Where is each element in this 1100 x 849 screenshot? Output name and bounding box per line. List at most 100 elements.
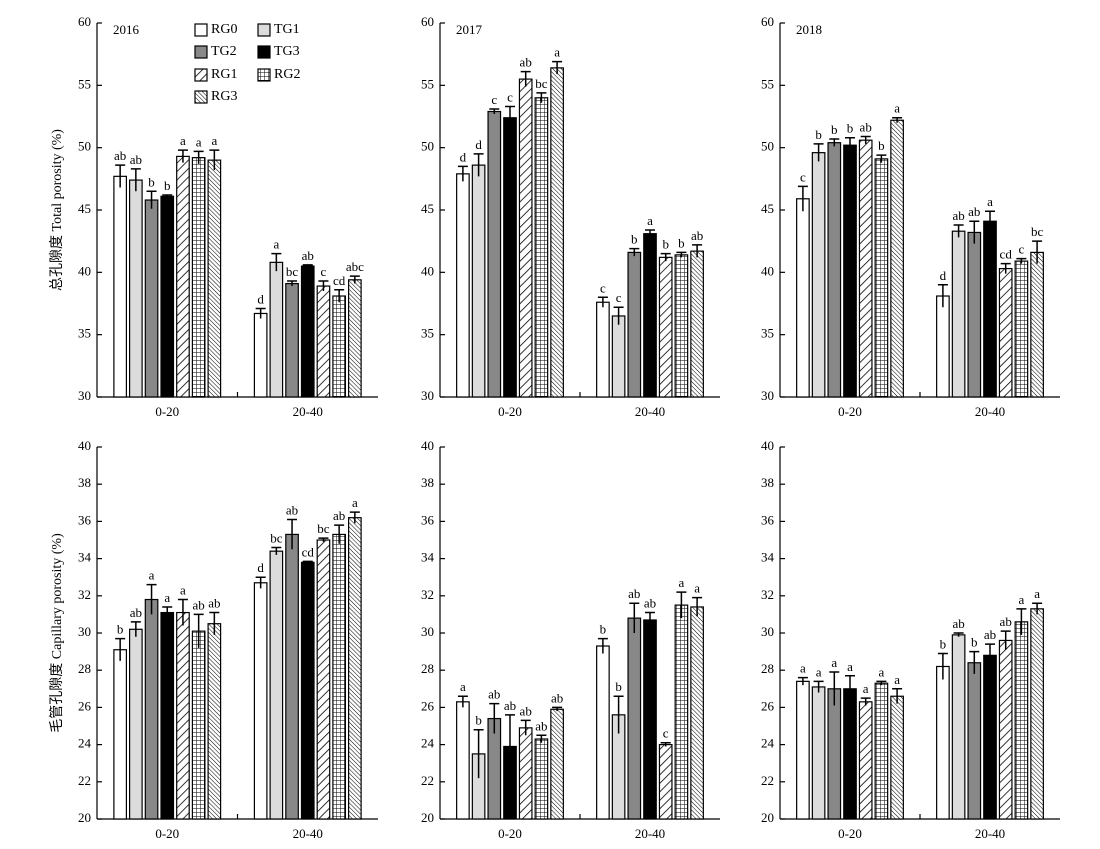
significance-letter: b: [631, 232, 638, 247]
significance-letter: b: [475, 713, 482, 728]
bar: [207, 159, 222, 398]
y-tick-label: 38: [761, 475, 774, 490]
bar: [129, 179, 143, 398]
bar: [1030, 608, 1044, 820]
bar: [951, 230, 966, 398]
error-bar: [177, 598, 188, 626]
error-bar: [969, 650, 980, 674]
significance-letter: c: [491, 92, 497, 107]
significance-letter: a: [894, 672, 900, 687]
error-bar: [1032, 240, 1043, 264]
error-bar: [334, 524, 345, 544]
error-bar: [676, 251, 687, 258]
legend-label: TG3: [274, 44, 300, 59]
error-bar: [162, 194, 173, 198]
y-tick-label: 60: [78, 14, 91, 29]
significance-letter: c: [507, 90, 513, 105]
significance-letter: b: [831, 122, 838, 137]
error-bar: [953, 224, 964, 238]
bar: [874, 682, 889, 820]
error-bar: [629, 247, 640, 257]
significance-letter: c: [600, 280, 606, 295]
bar: [827, 688, 842, 820]
bar: [348, 517, 362, 820]
significance-letter: ab: [504, 698, 516, 713]
significance-letter: c: [1019, 242, 1025, 257]
significance-letter: a: [460, 679, 466, 694]
significance-letter: a: [180, 133, 186, 148]
significance-letter: c: [616, 290, 622, 305]
error-bar: [146, 583, 157, 615]
y-tick-label: 45: [78, 201, 91, 216]
error-bar: [829, 671, 840, 706]
legend-swatch: [257, 23, 271, 37]
y-tick-label: 26: [421, 698, 435, 713]
panel-title: 2018: [796, 22, 822, 37]
significance-letter: ab: [628, 586, 640, 601]
y-tick-label: 55: [421, 76, 434, 91]
error-bar: [318, 537, 329, 542]
bar: [176, 155, 190, 398]
significance-letter: b: [164, 178, 171, 193]
significance-letter: ab: [488, 687, 500, 702]
significance-letter: a: [679, 575, 685, 590]
y-tick-label: 26: [78, 698, 92, 713]
y-axis-label: 总孔隙度 Total porosity (%): [49, 129, 65, 291]
bar: [456, 173, 470, 398]
error-bar: [797, 676, 808, 686]
significance-letter: a: [694, 581, 700, 596]
error-bar: [520, 719, 531, 736]
x-tick-label: 0-20: [838, 404, 862, 419]
error-bar: [876, 154, 887, 163]
bar: [503, 117, 517, 398]
error-bar: [287, 280, 298, 287]
error-bar: [845, 136, 855, 153]
error-bar: [271, 546, 282, 555]
bar: [658, 743, 673, 820]
significance-letter: bc: [286, 264, 299, 279]
bar: [456, 701, 470, 820]
significance-letter: ab: [644, 596, 656, 611]
significance-letter: ab: [520, 703, 532, 718]
y-tick-label: 24: [78, 736, 92, 751]
legend-label: TG2: [211, 44, 237, 59]
error-bar: [473, 728, 484, 779]
significance-letter: a: [149, 568, 155, 583]
bar: [1030, 251, 1044, 398]
error-bar: [1016, 608, 1027, 635]
bar: [207, 623, 222, 820]
significance-letter: ab: [130, 152, 142, 167]
bar: [269, 261, 284, 398]
legend-swatch: [194, 90, 208, 104]
bar: [843, 144, 857, 398]
y-tick-label: 20: [761, 810, 774, 825]
bar: [627, 251, 642, 398]
bar: [983, 654, 997, 820]
bar: [487, 110, 502, 398]
x-tick-label: 0-20: [155, 404, 179, 419]
significance-letter: b: [940, 636, 947, 651]
error-bar: [860, 697, 871, 706]
error-bar: [193, 150, 204, 164]
y-tick-label: 45: [761, 201, 774, 216]
error-bar: [645, 611, 655, 628]
error-bar: [829, 138, 840, 147]
y-tick-label: 55: [761, 76, 774, 91]
bar: [690, 250, 704, 398]
significance-letter: bc: [270, 530, 283, 545]
bar: [674, 604, 689, 820]
y-tick-label: 34: [78, 550, 92, 565]
legend-label: RG3: [211, 89, 237, 104]
significance-letter: a: [863, 681, 869, 696]
significance-letter: a: [1034, 586, 1040, 601]
bar: [690, 606, 704, 820]
error-bar: [937, 284, 948, 308]
bar: [998, 639, 1013, 820]
panel-title: 2017: [456, 22, 483, 37]
bar: [827, 142, 842, 398]
y-tick-label: 45: [421, 201, 434, 216]
significance-letter: bc: [1031, 224, 1044, 239]
significance-letter: c: [321, 264, 327, 279]
bar: [550, 67, 564, 398]
error-bar: [302, 560, 313, 564]
